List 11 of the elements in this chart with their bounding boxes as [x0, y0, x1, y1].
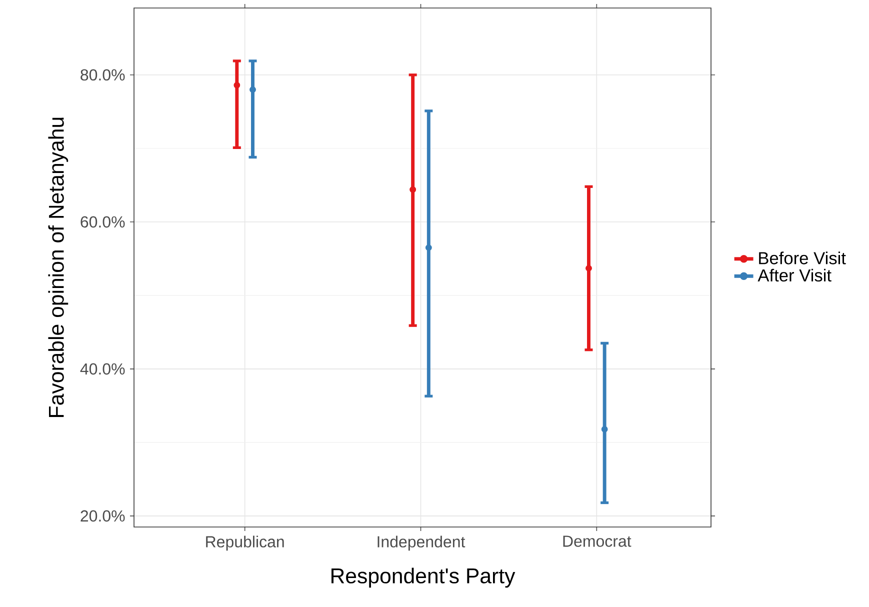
x-tick-label: Independent	[378, 536, 466, 551]
x-tick-label: Democrat	[563, 536, 632, 547]
y-tick-label: 20.0%	[80, 510, 125, 522]
x-tick-label: Republican	[206, 536, 284, 551]
x-axis-title: Respondent's Party	[332, 568, 516, 588]
y-axis-title: Favorable opinion of Netanyahu	[48, 118, 68, 417]
y-tick-label: 80.0%	[80, 69, 125, 81]
legend-label: After Visit	[758, 268, 832, 282]
y-tick-label: 60.0%	[80, 216, 125, 228]
legend-label: Before Visit	[759, 252, 846, 264]
y-tick-label: 40.0%	[80, 363, 125, 375]
